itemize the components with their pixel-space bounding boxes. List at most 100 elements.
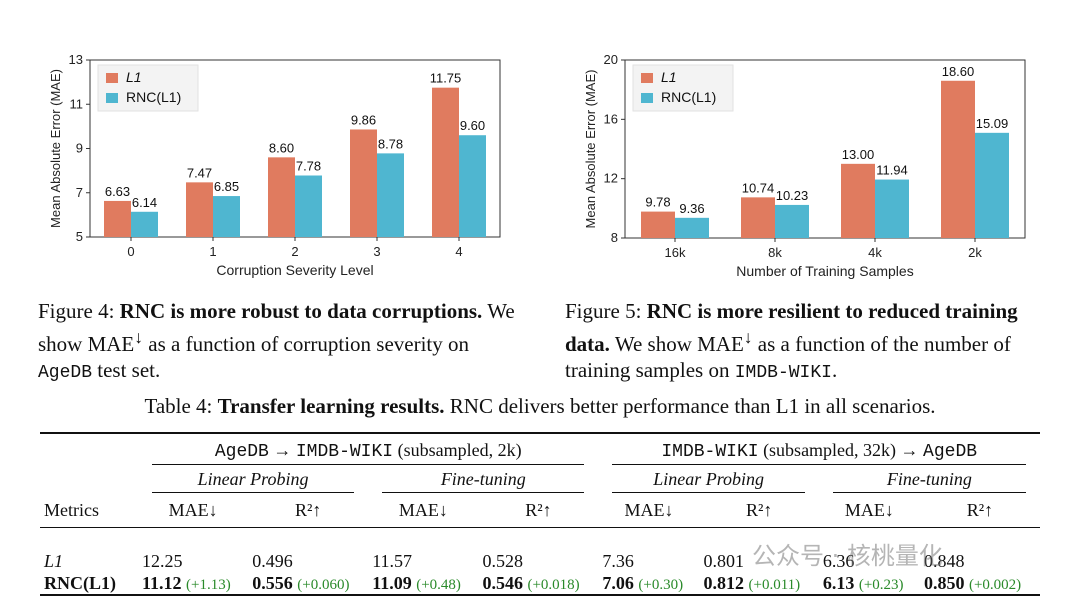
y-tick-label: 13 <box>69 52 83 67</box>
table-row: RNC(L1) 11.12 (+1.13) 0.556 (+0.060) 11.… <box>40 572 1040 595</box>
group2-note: (subsampled, 32k) <box>763 440 897 460</box>
group1-arrow: → <box>273 440 292 460</box>
bar <box>875 179 909 238</box>
legend-swatch <box>641 73 653 83</box>
fig5-body-pre: We show MAE <box>614 332 744 356</box>
bar <box>775 204 809 238</box>
group2-dst: AgeDB <box>923 442 978 462</box>
watermark: 公众号 · 核桃量化 <box>752 542 943 570</box>
group-header-1: AgeDB → IMDB-WIKI (subsampled, 2k) <box>138 433 598 465</box>
cell: 0.850 (+0.002) <box>923 572 1022 593</box>
cell: 7.36 <box>602 550 634 571</box>
data-label: 7.78 <box>296 158 321 173</box>
fig4-dataset: AgeDB <box>38 363 93 383</box>
figure-5-caption: Figure 5: RNC is more resilient to reduc… <box>565 299 1018 383</box>
bar <box>741 197 775 238</box>
y-axis-label: Mean Absolute Error (MAE) <box>48 69 63 228</box>
bar <box>459 135 486 237</box>
group1-dst: IMDB-WIKI <box>295 442 394 462</box>
x-tick-label: 3 <box>373 244 380 259</box>
cell: 6.13 (+0.23) <box>822 572 904 593</box>
cell: 0.546 (+0.018) <box>482 572 580 593</box>
bar <box>104 200 131 237</box>
legend-label: L1 <box>126 69 142 85</box>
fig4-body-mid: as a function of corruption severity on <box>143 332 470 356</box>
bar <box>131 211 158 237</box>
bar <box>675 217 709 238</box>
data-label: 7.47 <box>187 165 212 180</box>
table4-body: RNC delivers better performance than L1 … <box>444 394 936 418</box>
legend-swatch <box>106 93 118 103</box>
cell: 0.528 <box>482 550 523 571</box>
data-label: 8.78 <box>378 136 403 151</box>
cell: 11.09 (+0.48) <box>372 572 461 593</box>
y-tick-label: 16 <box>604 111 618 126</box>
data-label: 9.86 <box>351 112 376 127</box>
cell: 12.25 <box>142 550 183 571</box>
data-label: 18.60 <box>942 64 975 79</box>
x-tick-label: 1 <box>209 244 216 259</box>
fig4-body-pre: We show MAE <box>38 299 515 356</box>
group2-arrow: → <box>900 440 919 460</box>
group2-src: IMDB-WIKI <box>661 442 759 462</box>
group-header-2: IMDB-WIKI (subsampled, 32k) → AgeDB <box>598 433 1040 465</box>
fig5-body-post: . <box>831 358 838 382</box>
data-label: 9.60 <box>460 118 485 133</box>
cell: 0.812 (+0.011) <box>703 572 801 593</box>
fig5-label: Figure 5: <box>565 299 642 323</box>
data-label: 9.36 <box>679 201 704 216</box>
subgroup-1: Linear Probing <box>138 465 368 493</box>
data-label: 6.85 <box>214 179 239 194</box>
cell: 0.848 <box>923 550 965 571</box>
cell: 11.12 (+1.13) <box>142 572 231 593</box>
x-tick-label: 2 <box>291 244 298 259</box>
x-tick-label: 8k <box>768 245 782 260</box>
legend-label: RNC(L1) <box>661 89 716 105</box>
data-label: 13.00 <box>842 147 875 162</box>
data-label: 11.94 <box>876 163 908 178</box>
y-axis-label: Mean Absolute Error (MAE) <box>583 70 598 229</box>
table4-title: Transfer learning results. <box>217 394 445 418</box>
x-tick-label: 4k <box>868 245 882 260</box>
cell: 0.556 (+0.060) <box>252 572 350 593</box>
col-header: MAE↓ <box>598 493 700 528</box>
cell: 7.06 (+0.30) <box>602 572 684 593</box>
legend-label: L1 <box>661 69 677 85</box>
fig4-body-post: test set. <box>92 358 161 382</box>
y-tick-label: 20 <box>604 52 618 67</box>
table4-label: Table 4: <box>144 394 213 418</box>
y-tick-label: 12 <box>604 171 618 186</box>
row-label: L1 <box>44 550 64 571</box>
group1-src: AgeDB <box>214 442 269 462</box>
bar <box>350 129 377 237</box>
legend-box <box>632 64 734 112</box>
fig5-title: RNC is more resilient to reduced trainin… <box>565 299 1018 356</box>
group1-note: (subsampled, 2k) <box>397 440 522 460</box>
subgroup-4: Fine-tuning <box>819 465 1040 493</box>
data-label: 10.74 <box>742 180 775 195</box>
col-header: R²↑ <box>478 493 599 528</box>
x-axis-label: Corruption Severity Level <box>216 262 373 278</box>
bar <box>268 157 295 237</box>
col-header: MAE↓ <box>368 493 479 528</box>
data-label: 6.14 <box>132 195 157 210</box>
legend-label: RNC(L1) <box>126 89 181 105</box>
transfer-results-table: AgeDB → IMDB-WIKI (subsampled, 2k) IMDB-… <box>40 432 1040 596</box>
bar <box>295 175 322 237</box>
cell: 6.36 <box>822 550 855 571</box>
data-label: 11.75 <box>430 71 462 86</box>
table-row: L1 12.25 0.496 11.57 0.528 7.36 0.801 6.… <box>40 550 1040 572</box>
col-header: R²↑ <box>699 493 819 528</box>
bar <box>213 196 240 237</box>
y-tick-label: 7 <box>76 185 83 200</box>
x-tick-label: 0 <box>127 244 134 259</box>
data-label: 8.60 <box>269 140 294 155</box>
cell: 0.496 <box>252 550 293 571</box>
data-label: 9.78 <box>645 195 670 210</box>
legend-swatch <box>641 93 653 103</box>
y-tick-label: 11 <box>70 96 84 111</box>
col-header: MAE↓ <box>818 493 920 528</box>
bar <box>641 211 675 238</box>
data-label: 6.63 <box>105 184 130 199</box>
